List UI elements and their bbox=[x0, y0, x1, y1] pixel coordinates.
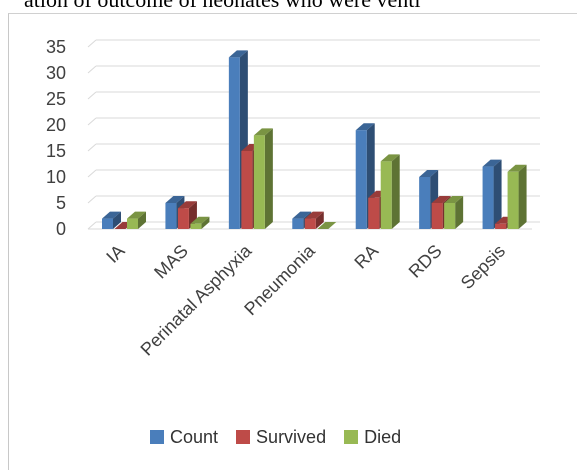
gridline-20 bbox=[87, 117, 540, 126]
gridlines bbox=[87, 39, 540, 230]
bar-count-sepsis bbox=[482, 159, 502, 229]
gridline-35 bbox=[87, 39, 540, 48]
bar-died-sepsis bbox=[507, 164, 527, 229]
gridline-15 bbox=[87, 143, 540, 152]
chart-frame bbox=[8, 13, 577, 470]
legend: Count Survived Died bbox=[150, 426, 401, 448]
figure-caption: ation of outcome of neonates who were ve… bbox=[24, 0, 577, 12]
bar-count-ia bbox=[102, 211, 121, 229]
legend-swatch-survived bbox=[236, 430, 251, 444]
bar-died-pneumonia bbox=[317, 222, 337, 229]
bar-died-ia bbox=[127, 211, 146, 229]
x-tick-label: RA bbox=[350, 241, 382, 273]
y-tick-label: 10 bbox=[46, 167, 66, 187]
bar-survived-pneumonia bbox=[304, 211, 324, 229]
legend-item-survived: Survived bbox=[236, 427, 326, 448]
y-tick-label: 15 bbox=[46, 141, 66, 161]
x-tick-label: Perinatal Asphyxia bbox=[137, 240, 257, 360]
y-tick-label: 0 bbox=[56, 219, 66, 239]
bar-died-ra bbox=[380, 154, 400, 229]
legend-swatch-count bbox=[150, 430, 164, 444]
y-axis: 0 5 10 15 20 25 30 35 bbox=[46, 37, 66, 239]
y-tick-label: 25 bbox=[46, 89, 66, 109]
bar-died-mas bbox=[190, 216, 210, 229]
x-tick-label: RDS bbox=[405, 241, 446, 282]
x-tick-label: MAS bbox=[150, 241, 192, 283]
legend-label-died: Died bbox=[364, 426, 402, 447]
y-tick-label: 30 bbox=[46, 63, 66, 83]
legend-swatch-died bbox=[344, 430, 359, 444]
legend-item-count: Count bbox=[150, 427, 218, 448]
gridline-30 bbox=[87, 65, 540, 74]
bar-died-rds bbox=[444, 196, 464, 229]
x-tick-label: IA bbox=[102, 241, 128, 267]
bar-died-perinatal-asphyxia bbox=[253, 128, 273, 229]
bars bbox=[102, 50, 527, 230]
y-tick-label: 35 bbox=[46, 37, 66, 57]
x-tick-label: Sepsis bbox=[457, 241, 509, 293]
legend-label-survived: Survived bbox=[256, 426, 327, 447]
legend-item-died: Died bbox=[344, 427, 401, 448]
y-tick-label: 20 bbox=[46, 115, 66, 135]
gridline-25 bbox=[87, 91, 540, 100]
gridline-10 bbox=[87, 169, 540, 178]
y-tick-label: 5 bbox=[56, 193, 66, 213]
gridline-5 bbox=[87, 195, 540, 204]
legend-label-count: Count bbox=[170, 426, 219, 447]
